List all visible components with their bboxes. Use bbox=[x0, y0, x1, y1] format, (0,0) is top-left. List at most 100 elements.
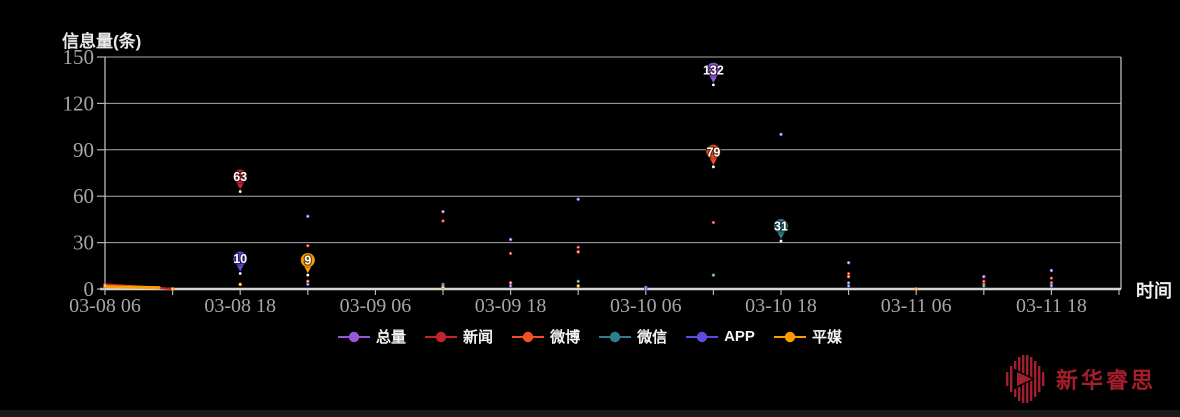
balloon bbox=[705, 144, 722, 160]
annotation-point bbox=[779, 239, 783, 243]
data-point-core bbox=[1050, 277, 1053, 279]
y-tick-label: 60 bbox=[73, 184, 94, 208]
x-tick-label: 03-10 06 bbox=[610, 295, 682, 317]
legend-marker-icon bbox=[338, 331, 371, 342]
data-point-core bbox=[577, 198, 579, 201]
annotation-新闻-63: 63 bbox=[232, 168, 248, 193]
data-point-core bbox=[847, 275, 850, 278]
series-points-总量 bbox=[103, 132, 1054, 291]
annotation-总量-132: 132 bbox=[702, 62, 725, 87]
legend-item-微信[interactable]: 微信 bbox=[599, 326, 667, 347]
data-point-core bbox=[847, 261, 850, 264]
data-point-core bbox=[780, 133, 782, 136]
x-axis-labels: 03-08 06 03-08 18 03-09 06 03-09 18 03-10 06… bbox=[69, 290, 1120, 317]
balloon-tail bbox=[236, 264, 244, 272]
xinhua-ruisi-logo-icon bbox=[1005, 355, 1045, 403]
data-point-core bbox=[442, 220, 444, 222]
x-tick-label: 03-10 18 bbox=[745, 295, 817, 317]
data-point-core bbox=[307, 215, 309, 218]
x-tick-label: 03-09 06 bbox=[340, 295, 412, 317]
data-point-core bbox=[983, 275, 985, 278]
x-tick-label: 03-09 18 bbox=[475, 295, 547, 317]
x-tick-label: 03-11 18 bbox=[1016, 295, 1087, 317]
series-points-微信 bbox=[441, 273, 1054, 288]
y-axis-title: 信息量(条) bbox=[62, 32, 142, 51]
y-tick-label: 0 bbox=[84, 277, 95, 301]
balloon-tail bbox=[709, 75, 718, 83]
data-point-core bbox=[509, 252, 512, 255]
series-points-平媒 bbox=[103, 282, 918, 291]
data-point-core bbox=[171, 288, 174, 290]
data-point-core bbox=[239, 283, 241, 286]
y-tick-label: 30 bbox=[73, 231, 94, 255]
legend-marker-icon bbox=[773, 331, 806, 342]
data-point-core bbox=[915, 288, 917, 290]
legend-item-总量[interactable]: 总量 bbox=[338, 326, 406, 347]
annotation-微信-31: 31 bbox=[773, 218, 789, 243]
balloon bbox=[705, 62, 722, 78]
data-point-core bbox=[577, 285, 579, 287]
data-point-core bbox=[509, 285, 512, 287]
legend-label: 总量 bbox=[376, 329, 407, 346]
data-point-core bbox=[712, 221, 715, 224]
x-axis-title: 时间 bbox=[1136, 281, 1172, 301]
legend-marker-icon bbox=[599, 331, 632, 342]
brand-logo: 新华睿思 bbox=[1005, 355, 1156, 403]
legend-item-微博[interactable]: 微博 bbox=[512, 326, 580, 347]
balloon bbox=[773, 218, 789, 234]
annotation-平媒-9: 9 bbox=[300, 252, 316, 277]
brand-logo-text: 新华睿思 bbox=[1055, 368, 1156, 393]
data-point-core bbox=[1050, 285, 1053, 287]
series-start-line-平媒 bbox=[103, 285, 161, 290]
legend-label: 微博 bbox=[550, 329, 581, 346]
legend-label: APP bbox=[724, 328, 755, 345]
gridlines bbox=[105, 56, 1121, 244]
data-point-core bbox=[442, 210, 444, 213]
data-point-core bbox=[1050, 269, 1053, 272]
balloon bbox=[232, 250, 248, 267]
data-point-core bbox=[847, 282, 850, 284]
annotation-point bbox=[712, 83, 715, 87]
data-point-core bbox=[983, 280, 985, 283]
data-point-core bbox=[307, 244, 309, 247]
y-tick-label: 150 bbox=[63, 45, 95, 69]
balloon bbox=[300, 252, 316, 268]
data-point-core bbox=[104, 285, 106, 287]
x-tick-label: 03-08 18 bbox=[204, 295, 276, 317]
data-point-core bbox=[983, 285, 985, 287]
balloon-tail bbox=[709, 157, 718, 165]
legend-item-APP[interactable]: APP bbox=[686, 328, 755, 345]
balloon-value-label: 79 bbox=[706, 145, 720, 159]
legend-label: 平媒 bbox=[811, 329, 842, 346]
balloon bbox=[232, 168, 248, 185]
legend-item-新闻[interactable]: 新闻 bbox=[425, 326, 493, 347]
balloon-value-label: 63 bbox=[233, 170, 247, 184]
x-tick-label: 03-08 06 bbox=[69, 295, 141, 317]
annotation-point bbox=[712, 165, 715, 169]
balloon-tail bbox=[304, 266, 312, 274]
legend-label: 微信 bbox=[637, 329, 668, 346]
series-points-微博 bbox=[306, 250, 1054, 287]
legend-label: 新闻 bbox=[463, 329, 494, 346]
balloon-tail bbox=[777, 232, 785, 240]
balloon-value-label: 10 bbox=[233, 252, 247, 266]
legend-marker-icon bbox=[512, 331, 545, 342]
annotation-point bbox=[238, 190, 242, 193]
balloon-value-label: 132 bbox=[703, 63, 724, 77]
balloon-tail bbox=[236, 182, 244, 190]
annotation-微博-79: 79 bbox=[705, 144, 722, 169]
y-axis-labels: 0 30 60 90 120 150 bbox=[63, 45, 105, 301]
data-point-core bbox=[847, 285, 850, 287]
bottom-bar bbox=[0, 410, 1180, 417]
chart-legend: 总量 新闻 微博 微信 APP 平媒 bbox=[0, 326, 1180, 347]
data-point-core bbox=[645, 288, 647, 290]
balloon-value-label: 31 bbox=[774, 220, 788, 234]
data-point-core bbox=[307, 283, 309, 286]
legend-marker-icon bbox=[686, 331, 719, 342]
y-tick-label: 90 bbox=[73, 138, 94, 162]
legend-item-平媒[interactable]: 平媒 bbox=[773, 326, 842, 347]
data-point-core bbox=[577, 251, 579, 253]
annotation-point bbox=[306, 273, 310, 277]
